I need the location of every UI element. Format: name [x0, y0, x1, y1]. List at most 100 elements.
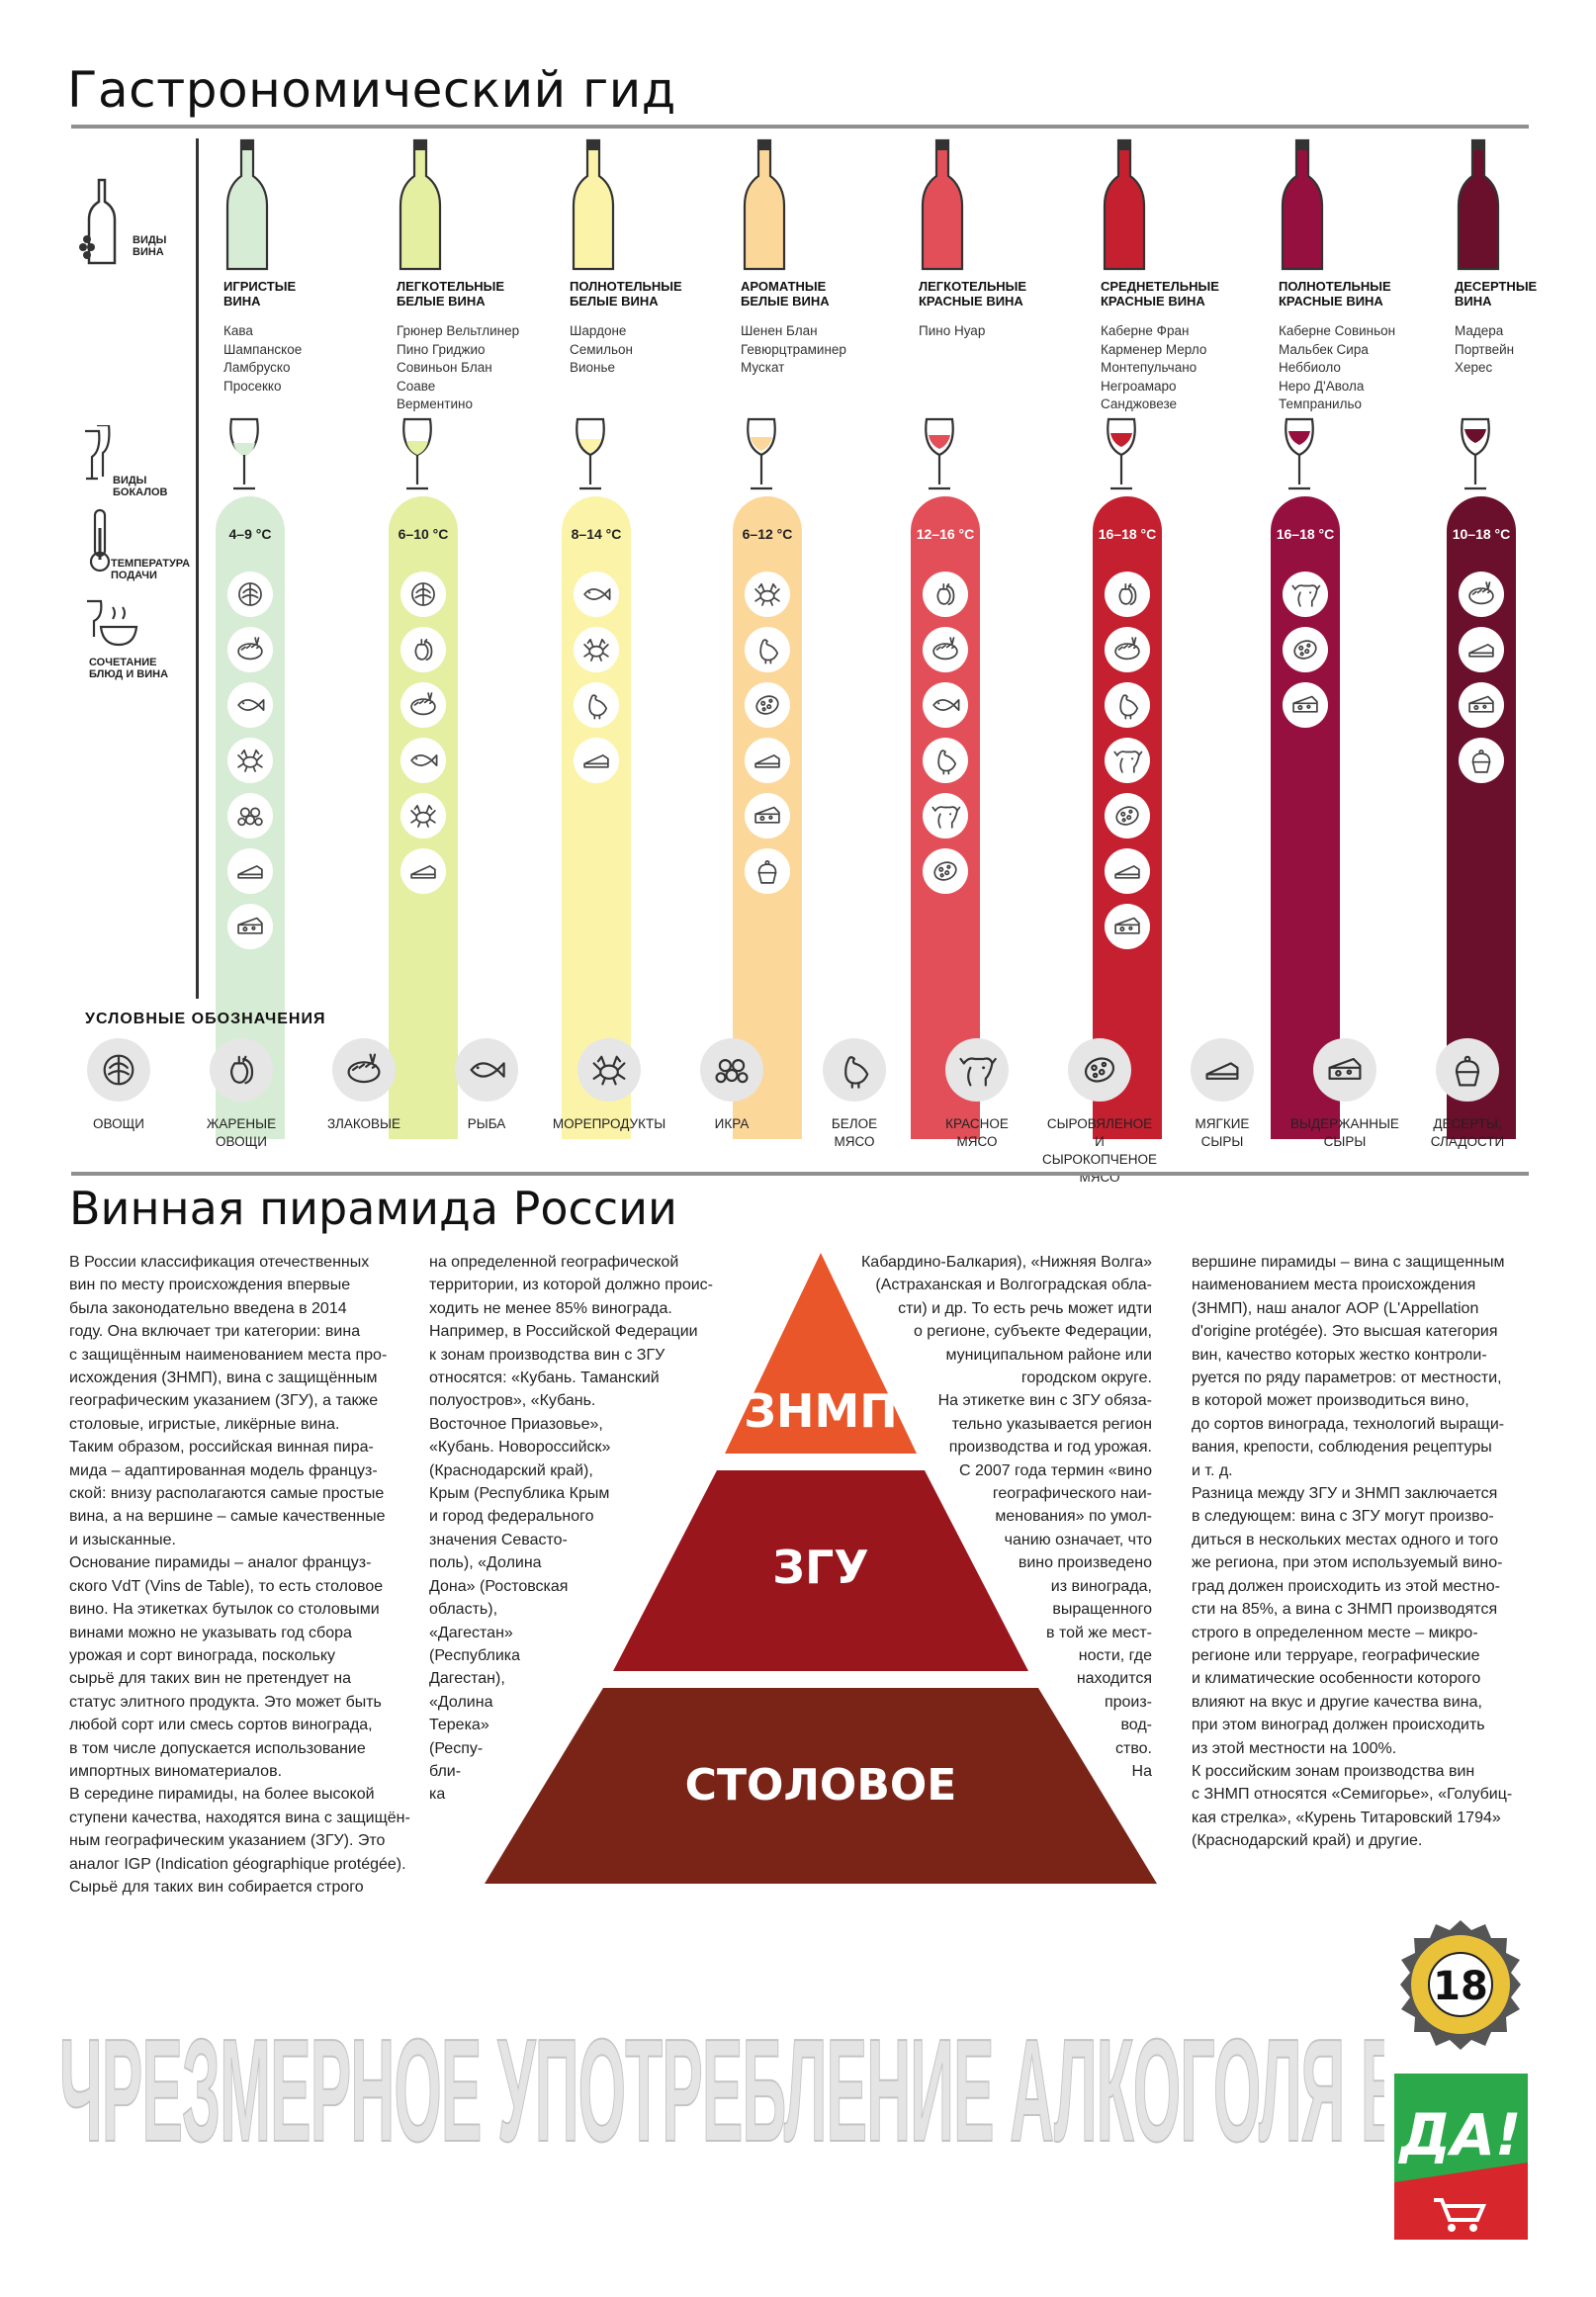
wine-bottle-icon: [79, 178, 117, 265]
soft-cheese-icon: [1191, 1038, 1254, 1102]
legend-label: ДЕСЕРТЫ, СЛАДОСТИ: [1430, 1116, 1505, 1149]
vegetables-icon: [400, 572, 446, 617]
legend-item: МОРЕПРОДУКТЫ: [550, 1038, 668, 1133]
legend-item: СЫРОВЯЛЕНОЕ И СЫРОКОПЧЕНОЕ МЯСО: [1040, 1038, 1159, 1187]
fish-icon: [455, 1038, 518, 1102]
wine-glass-icon: [1461, 417, 1490, 490]
legend-title: УСЛОВНЫЕ ОБОЗНАЧЕНИЯ: [85, 1011, 326, 1027]
cured-meat-icon: [923, 848, 968, 894]
section-vertical-divider: [196, 138, 199, 999]
wine-pyramid: [485, 1253, 1157, 1884]
serving-temperature: 6–10 °C: [398, 526, 449, 542]
red-meat-icon: [1283, 572, 1328, 617]
fish-icon: [400, 738, 446, 783]
pyramid-level-table: [485, 1688, 1157, 1884]
pyramid-text-column-4: вершине пирамиды – вина с защищенным наи…: [1192, 1254, 1513, 1850]
grains-icon: [227, 627, 273, 672]
legend-item: МЯГКИЕ СЫРЫ: [1163, 1038, 1282, 1151]
wine-glass-icon: [1285, 417, 1314, 490]
legend-item: РЫБА: [427, 1038, 546, 1133]
white-meat-icon: [823, 1038, 886, 1102]
soft-cheese-icon: [1459, 627, 1504, 672]
health-warning: ЧРЕЗМЕРНОЕ УПОТРЕБЛЕНИЕ АЛКОГОЛЯ ВРЕДИТ …: [59, 1913, 1384, 2269]
wine-bottle-icon: [1103, 138, 1146, 271]
pyramid-text-column-3: Кабардино-Балкария), «Нижняя Волга» (Аст…: [860, 1254, 1152, 1780]
grape-varieties: Мадера Портвейн Херес: [1455, 323, 1515, 375]
dish-pairing-icon: [87, 599, 138, 647]
legend-item: ДЕСЕРТЫ, СЛАДОСТИ: [1408, 1038, 1527, 1151]
wine-type-label: СРЕДНЕТЕЛЬНЫЕ КРАСНЫЕ ВИНА: [1101, 279, 1219, 309]
side-label-wine-types: ВИДЫ ВИНА: [133, 234, 167, 258]
caviar-icon: [227, 793, 273, 839]
wine-bottle-icon: [225, 138, 269, 271]
grape-varieties: Шардоне Семильон Вионье: [570, 323, 633, 375]
serving-temperature: 16–18 °C: [1276, 526, 1335, 542]
aged-cheese-icon: [227, 904, 273, 949]
serving-temperature: 12–16 °C: [916, 526, 975, 542]
wine-type-label: ДЕСЕРТНЫЕ ВИНА: [1455, 279, 1538, 309]
legend-label: РЫБА: [467, 1116, 506, 1131]
wine-glass-icon: [1107, 417, 1136, 490]
page-title: Гастрономический гид: [67, 61, 676, 119]
grape-varieties: Пино Нуар: [919, 323, 986, 338]
dessert-icon: [1459, 738, 1504, 783]
legend-item: ЖАРЕНЫЕ ОВОЩИ: [182, 1038, 301, 1151]
aged-cheese-icon: [1283, 682, 1328, 728]
grape-varieties: Кава Шампанское Ламбруско Просекко: [223, 323, 303, 394]
pyramid-text-column-2: на определенной географической территори…: [429, 1254, 713, 1804]
serving-temperature: 10–18 °C: [1452, 526, 1511, 542]
seafood-icon: [577, 1038, 641, 1102]
aged-cheese-icon: [745, 793, 790, 839]
grape-varieties: Шенен Блан Гевюрцтраминер Мускат: [741, 323, 846, 375]
seafood-icon: [227, 738, 273, 783]
legend-label: ИКРА: [714, 1116, 750, 1131]
cured-meat-icon: [745, 682, 790, 728]
wine-type-label: ЛЕГКОТЕЛЬНЫЕ КРАСНЫЕ ВИНА: [919, 279, 1027, 309]
wine-type-label: ПОЛНОТЕЛЬНЫЕ БЕЛЫЕ ВИНА: [570, 279, 682, 309]
cured-meat-icon: [1105, 793, 1150, 839]
legend-label: СЫРОВЯЛЕНОЕ И СЫРОКОПЧЕНОЕ МЯСО: [1041, 1116, 1158, 1185]
legend-item: КРАСНОЕ МЯСО: [918, 1038, 1036, 1151]
vegetables-icon: [87, 1038, 150, 1102]
legend-label: МЯГКИЕ СЫРЫ: [1195, 1116, 1250, 1149]
legend-item: ЗЛАКОВЫЕ: [305, 1038, 423, 1133]
wine-glass-icon: [576, 417, 605, 490]
wine-bottle-icon: [399, 138, 442, 271]
legend-item: ИКРА: [672, 1038, 791, 1133]
wine-type-label: АРОМАТНЫЕ БЕЛЫЕ ВИНА: [741, 279, 830, 309]
aged-cheese-icon: [1459, 682, 1504, 728]
wine-bottle-icon: [1457, 138, 1500, 271]
fish-icon: [574, 572, 619, 617]
legend-item: БЕЛОЕ МЯСО: [795, 1038, 914, 1151]
side-label-glasses: ВИДЫ БОКАЛОВ: [113, 475, 168, 498]
pyramid-section-title: Винная пирамида России: [69, 1182, 677, 1235]
wine-glass-icon: [229, 417, 259, 490]
wine-glass-icon: [747, 417, 776, 490]
white-meat-icon: [745, 627, 790, 672]
fish-icon: [227, 682, 273, 728]
pyramid-level-zgu: [613, 1470, 1028, 1671]
dessert-icon: [745, 848, 790, 894]
seafood-icon: [574, 627, 619, 672]
title-divider: [71, 125, 1529, 129]
red-meat-icon: [923, 793, 968, 839]
wine-type-label: ЛЕГКОТЕЛЬНЫЕ БЕЛЫЕ ВИНА: [397, 279, 505, 309]
vegetables-icon: [227, 572, 273, 617]
legend-item: ВЫДЕРЖАННЫЕ СЫРЫ: [1286, 1038, 1404, 1151]
legend-label: МОРЕПРОДУКТЫ: [552, 1116, 666, 1131]
serving-temperature: 4–9 °C: [228, 526, 272, 542]
legend-label: ВЫДЕРЖАННЫЕ СЫРЫ: [1290, 1116, 1399, 1149]
grains-icon: [332, 1038, 396, 1102]
serving-temperature: 16–18 °C: [1098, 526, 1157, 542]
soft-cheese-icon: [227, 848, 273, 894]
wine-glass-icon: [402, 417, 432, 490]
grape-varieties: Каберне Фран Карменер Мерло Монтепульчан…: [1101, 323, 1207, 411]
thermometer-icon: [89, 508, 111, 573]
soft-cheese-icon: [574, 738, 619, 783]
glasses-icon: [85, 425, 111, 481]
pyramid-label-zgu: ЗГУ: [772, 1541, 869, 1594]
pyramid-label-znmp: ЗНМП: [744, 1384, 898, 1438]
cured-meat-icon: [1283, 627, 1328, 672]
legend-label: КРАСНОЕ МЯСО: [945, 1116, 1009, 1149]
grains-icon: [1105, 627, 1150, 672]
